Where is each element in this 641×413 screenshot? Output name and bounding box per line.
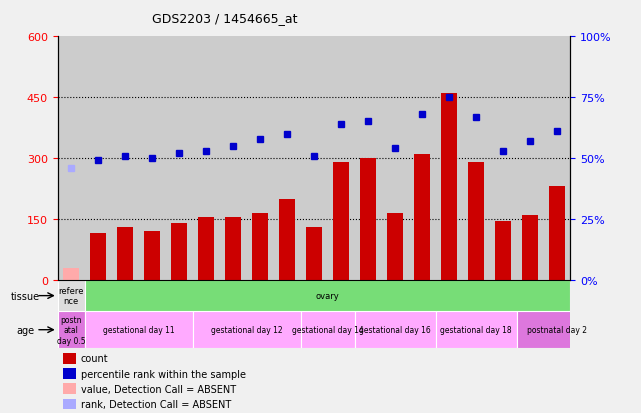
Bar bbox=[549, 187, 565, 280]
Text: gestational day 12: gestational day 12 bbox=[211, 325, 283, 335]
Bar bbox=[252, 213, 268, 280]
Bar bbox=[63, 268, 79, 280]
Text: GDS2203 / 1454665_at: GDS2203 / 1454665_at bbox=[152, 12, 297, 25]
Bar bbox=[441, 94, 457, 280]
Bar bbox=[517, 312, 597, 348]
Bar bbox=[435, 312, 517, 348]
Bar bbox=[354, 312, 435, 348]
Text: gestational day 18: gestational day 18 bbox=[440, 325, 512, 335]
Bar bbox=[522, 215, 538, 280]
Bar bbox=[495, 221, 511, 280]
Text: gestational day 14: gestational day 14 bbox=[292, 325, 363, 335]
Bar bbox=[306, 228, 322, 280]
Text: tissue: tissue bbox=[11, 291, 40, 301]
Bar bbox=[193, 312, 301, 348]
Bar bbox=[63, 368, 76, 379]
Text: percentile rank within the sample: percentile rank within the sample bbox=[81, 369, 246, 379]
Text: ovary: ovary bbox=[316, 292, 340, 300]
Text: refere
nce: refere nce bbox=[58, 286, 84, 306]
Text: gestational day 16: gestational day 16 bbox=[359, 325, 431, 335]
Bar bbox=[360, 159, 376, 280]
Text: postn
atal
day 0.5: postn atal day 0.5 bbox=[57, 315, 85, 345]
Text: value, Detection Call = ABSENT: value, Detection Call = ABSENT bbox=[81, 384, 236, 394]
Bar bbox=[387, 213, 403, 280]
Bar bbox=[198, 217, 214, 280]
Bar bbox=[225, 217, 241, 280]
Bar bbox=[63, 383, 76, 394]
Bar bbox=[171, 223, 187, 280]
Bar bbox=[63, 353, 76, 364]
Bar bbox=[63, 399, 76, 409]
Text: age: age bbox=[16, 325, 35, 335]
Text: count: count bbox=[81, 354, 108, 363]
Bar bbox=[333, 163, 349, 280]
Bar bbox=[301, 312, 354, 348]
Bar bbox=[90, 233, 106, 280]
Bar bbox=[58, 312, 85, 348]
Text: rank, Detection Call = ABSENT: rank, Detection Call = ABSENT bbox=[81, 399, 231, 409]
Text: postnatal day 2: postnatal day 2 bbox=[527, 325, 587, 335]
Bar bbox=[468, 163, 484, 280]
Bar bbox=[144, 232, 160, 280]
Bar bbox=[117, 228, 133, 280]
Bar bbox=[85, 312, 193, 348]
Bar bbox=[414, 154, 430, 280]
Bar bbox=[279, 199, 296, 280]
Bar bbox=[58, 280, 85, 312]
Text: gestational day 11: gestational day 11 bbox=[103, 325, 174, 335]
